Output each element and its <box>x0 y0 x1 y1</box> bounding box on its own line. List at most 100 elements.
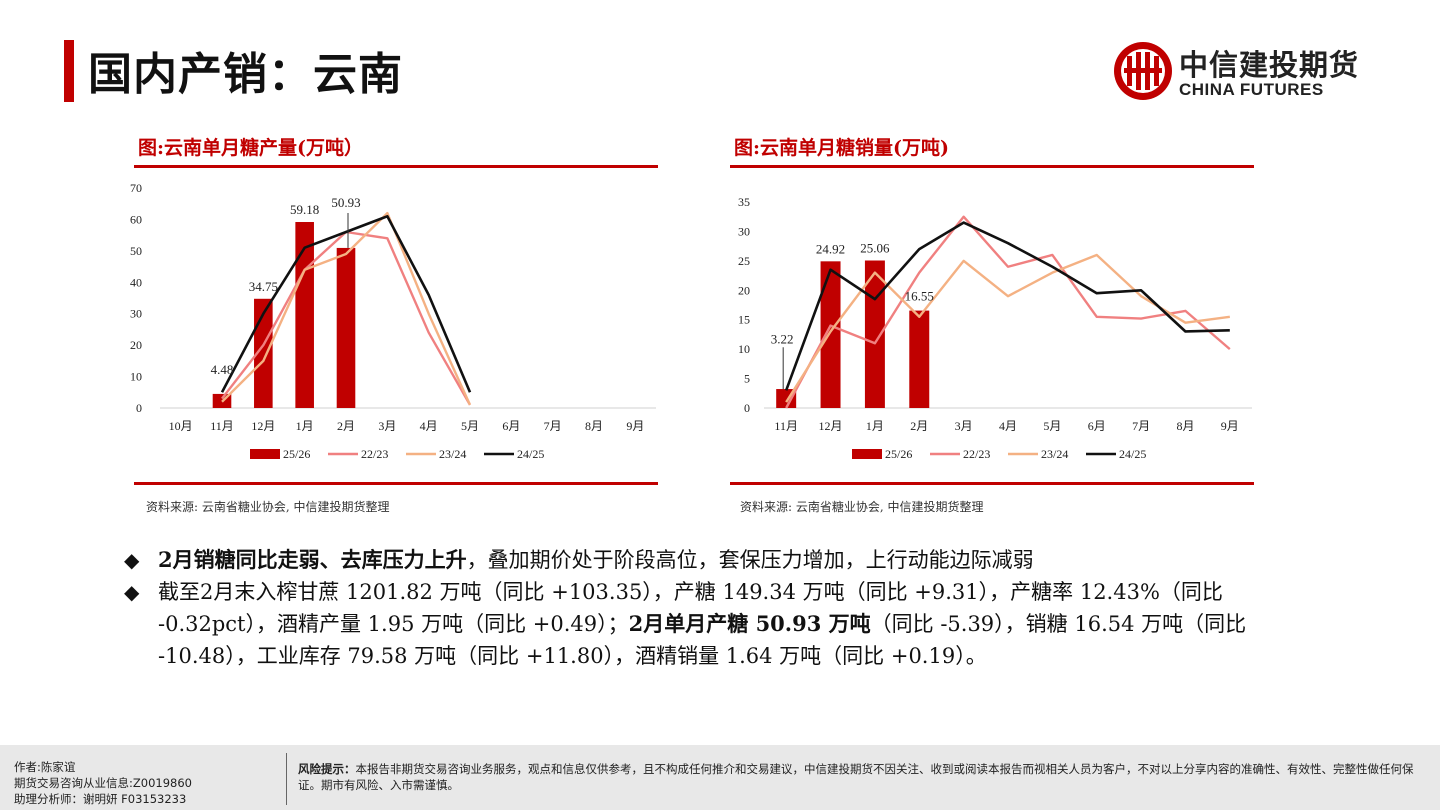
bullet-1-text: ，叠加期价处于阶段高位，套保压力增加，上行动能边际减弱 <box>466 548 1034 572</box>
x-tick-label: 2月 <box>337 419 355 433</box>
chart-1-svg: 0 10 20 30 40 50 60 70 10月 11月 12月 1月 2月 3月 4月 5月 6月 7月 8月… <box>130 181 656 461</box>
legend-label: 24/25 <box>517 447 544 461</box>
y-tick-label: 30 <box>130 307 142 321</box>
series-line-24-25 <box>784 221 1230 391</box>
footer <box>0 745 1440 810</box>
data-label: 24.92 <box>816 241 845 256</box>
y-tick-label: 0 <box>744 401 750 415</box>
brand-logo: 中信建投期货 CHINA FUTURES <box>1112 40 1382 104</box>
y-tick-label: 5 <box>744 372 750 386</box>
diamond-bullet-icon: ◆ <box>124 548 140 572</box>
bullet-item-2: ◆ 截至2月末入榨甘蔗 1201.82 万吨（同比 +103.35），产糖 14… <box>124 576 1294 672</box>
y-tick-label: 20 <box>130 338 142 352</box>
data-label: 3.22 <box>771 331 794 346</box>
x-tick-label: 9月 <box>626 419 644 433</box>
series-line-22-23 <box>785 215 1231 409</box>
y-tick-label: 10 <box>738 342 750 356</box>
y-tick-label: 10 <box>130 370 142 384</box>
y-tick-label: 20 <box>738 283 750 297</box>
legend-label: 25/26 <box>885 447 912 461</box>
data-label: 34.75 <box>249 279 278 294</box>
x-tick-label: 6月 <box>502 419 520 433</box>
bar-25-26 <box>909 310 930 408</box>
x-tick-label: 1月 <box>866 419 884 433</box>
x-tick-label: 11月 <box>210 419 234 433</box>
page-title: 国内产销：云南 <box>88 49 403 100</box>
footer-license: 期货交易咨询从业信息:Z0019860 <box>14 776 192 790</box>
x-tick-label: 3月 <box>955 419 973 433</box>
brand-name-en: CHINA FUTURES <box>1179 80 1324 99</box>
x-tick-label: 8月 <box>1176 419 1194 433</box>
brand-logo-icon <box>1114 42 1172 100</box>
legend-swatch <box>852 449 882 459</box>
y-tick-label: 40 <box>130 275 142 289</box>
x-tick-label: 4月 <box>999 419 1017 433</box>
chart-2-top-rule <box>730 165 1254 168</box>
legend-label: 22/23 <box>963 447 990 461</box>
x-tick-label: 1月 <box>296 419 314 433</box>
chart-1-top-rule <box>134 165 658 168</box>
legend-label: 22/23 <box>361 447 388 461</box>
series-line-23-24 <box>221 211 472 406</box>
bullet-2-text-part1: 截至2月末入榨甘蔗 1201.82 万吨（同比 +103.35），产糖 149.… <box>158 580 1223 636</box>
chart-2-source: 资料来源: 云南省糖业协会, 中信建投期货整理 <box>740 500 984 514</box>
x-tick-label: 4月 <box>420 419 438 433</box>
x-tick-label: 6月 <box>1088 419 1106 433</box>
bullet-2-bold: 2月单月产糖 50.93 万吨 <box>628 611 871 636</box>
x-tick-label: 12月 <box>819 419 843 433</box>
y-tick-label: 15 <box>738 313 750 327</box>
x-tick-label: 10月 <box>169 419 193 433</box>
title-accent-bar <box>64 40 74 102</box>
x-tick-label: 8月 <box>585 419 603 433</box>
bar-25-26 <box>864 260 885 408</box>
y-tick-label: 30 <box>738 224 750 238</box>
chart-1-source: 资料来源: 云南省糖业协会, 中信建投期货整理 <box>146 500 390 514</box>
y-tick-label: 0 <box>136 401 142 415</box>
footer-risk-disclaimer: 风险提示：本报告非期货交易咨询业务服务，观点和信息仅供参考，且不构成任何推介和交… <box>298 761 1418 793</box>
bullet-list: ◆ 2月销糖同比走弱、去库压力上升，叠加期价处于阶段高位，套保压力增加，上行动能… <box>124 544 1294 672</box>
x-tick-label: 3月 <box>378 419 396 433</box>
x-tick-label: 5月 <box>1043 419 1061 433</box>
x-tick-label: 9月 <box>1221 419 1239 433</box>
data-label: 59.18 <box>290 202 319 217</box>
bar-25-26 <box>254 298 273 408</box>
data-label: 4.48 <box>211 362 234 377</box>
footer-divider <box>286 753 287 805</box>
y-tick-label: 70 <box>130 181 142 195</box>
y-tick-label: 50 <box>130 244 142 258</box>
footer-author: 作者:陈家谊 <box>14 760 76 774</box>
chart-2-title: 图:云南单月糖销量(万吨) <box>734 137 949 159</box>
chart-2-svg: 0 5 10 15 20 25 30 35 11月 12月 1月 2月 3月 4月 5月 6月 7月 8月 9月 3.… <box>738 195 1252 461</box>
series-line-23-24 <box>785 253 1230 403</box>
y-tick-label: 25 <box>738 254 750 268</box>
legend-label: 24/25 <box>1119 447 1146 461</box>
footer-author-info: 作者:陈家谊 期货交易咨询从业信息:Z0019860 助理分析师：谢明妍 F03… <box>14 759 192 807</box>
data-label: 16.55 <box>905 289 934 304</box>
brand-name-cn: 中信建投期货 <box>1179 48 1360 82</box>
y-tick-label: 35 <box>738 195 750 209</box>
series-line-24-25 <box>220 214 472 393</box>
chart-1-title: 图:云南单月糖产量(万吨） <box>138 137 364 159</box>
footer-risk-label: 风险提示： <box>298 762 356 776</box>
legend-label: 23/24 <box>439 447 466 461</box>
bullet-item-1: ◆ 2月销糖同比走弱、去库压力上升，叠加期价处于阶段高位，套保压力增加，上行动能… <box>124 544 1294 576</box>
x-tick-label: 2月 <box>910 419 928 433</box>
footer-assistant: 助理分析师：谢明妍 F03153233 <box>14 792 187 806</box>
x-tick-label: 7月 <box>544 419 562 433</box>
diamond-bullet-icon: ◆ <box>124 580 140 604</box>
x-tick-label: 11月 <box>774 419 798 433</box>
y-tick-label: 60 <box>130 212 142 226</box>
x-tick-label: 7月 <box>1132 419 1150 433</box>
bar-25-26 <box>336 247 356 408</box>
chart-2-bottom-rule <box>730 482 1254 485</box>
chart-1-bottom-rule <box>134 482 658 485</box>
bullet-2-text-part2: （同比 -5.39），销糖 16.54 万吨（同比 -10.48），工业库存 7… <box>158 612 1247 668</box>
bar-25-26 <box>820 261 841 408</box>
bullet-1-bold: 2月销糖同比走弱、去库压力上升 <box>158 547 467 572</box>
x-tick-label: 12月 <box>251 419 275 433</box>
legend-swatch <box>250 449 280 459</box>
legend-label: 25/26 <box>283 447 310 461</box>
legend-label: 23/24 <box>1041 447 1068 461</box>
data-label: 50.93 <box>331 195 360 210</box>
footer-risk-text: 本报告非期货交易咨询业务服务，观点和信息仅供参考，且不构成任何推介和交易建议，中… <box>298 762 1414 792</box>
